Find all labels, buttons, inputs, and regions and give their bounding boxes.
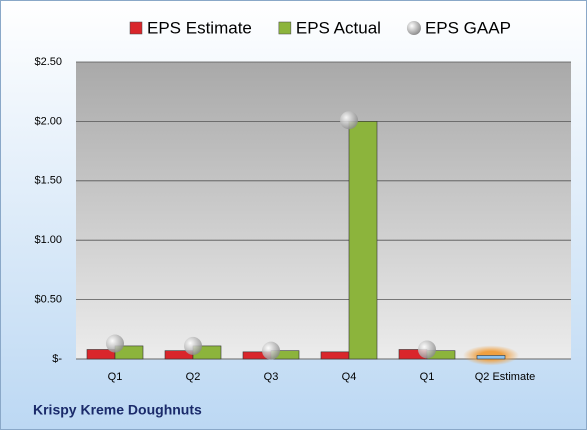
- y-tick-label: $2.00: [34, 115, 62, 127]
- x-tick-label: Q2: [186, 371, 201, 383]
- point: [340, 111, 358, 130]
- legend-marker: [129, 21, 143, 35]
- legend-label: EPS GAAP: [425, 18, 511, 37]
- y-tick-label: $0.50: [34, 294, 62, 306]
- point: [184, 336, 202, 355]
- chart-title: Krispy Kreme Doughnuts: [33, 402, 202, 418]
- y-tick-label: $2.50: [34, 56, 62, 68]
- point: [418, 340, 436, 359]
- x-tick-label: Q3: [264, 371, 279, 383]
- x-tick-label: Q1: [108, 371, 123, 383]
- y-tick-label: $1.00: [34, 234, 62, 246]
- legend-marker: [406, 21, 421, 35]
- x-tick-label: Q1: [420, 371, 435, 383]
- legend-label: EPS Actual: [296, 18, 381, 37]
- legend-label: EPS Estimate: [147, 18, 252, 37]
- x-tick-label: Q4: [342, 371, 357, 383]
- bar: [348, 121, 378, 360]
- y-tick-label: $1.50: [34, 175, 62, 187]
- point: [106, 334, 124, 353]
- legend: EPS Estimate EPS Actual EPS GAAP: [129, 18, 511, 37]
- bar: [476, 355, 506, 360]
- y-tick-label: $-: [52, 353, 62, 365]
- legend-marker: [278, 21, 292, 35]
- plot-area: [76, 62, 571, 359]
- point: [262, 341, 280, 360]
- x-tick-label: Q2 Estimate: [475, 371, 536, 383]
- bar: [320, 351, 350, 360]
